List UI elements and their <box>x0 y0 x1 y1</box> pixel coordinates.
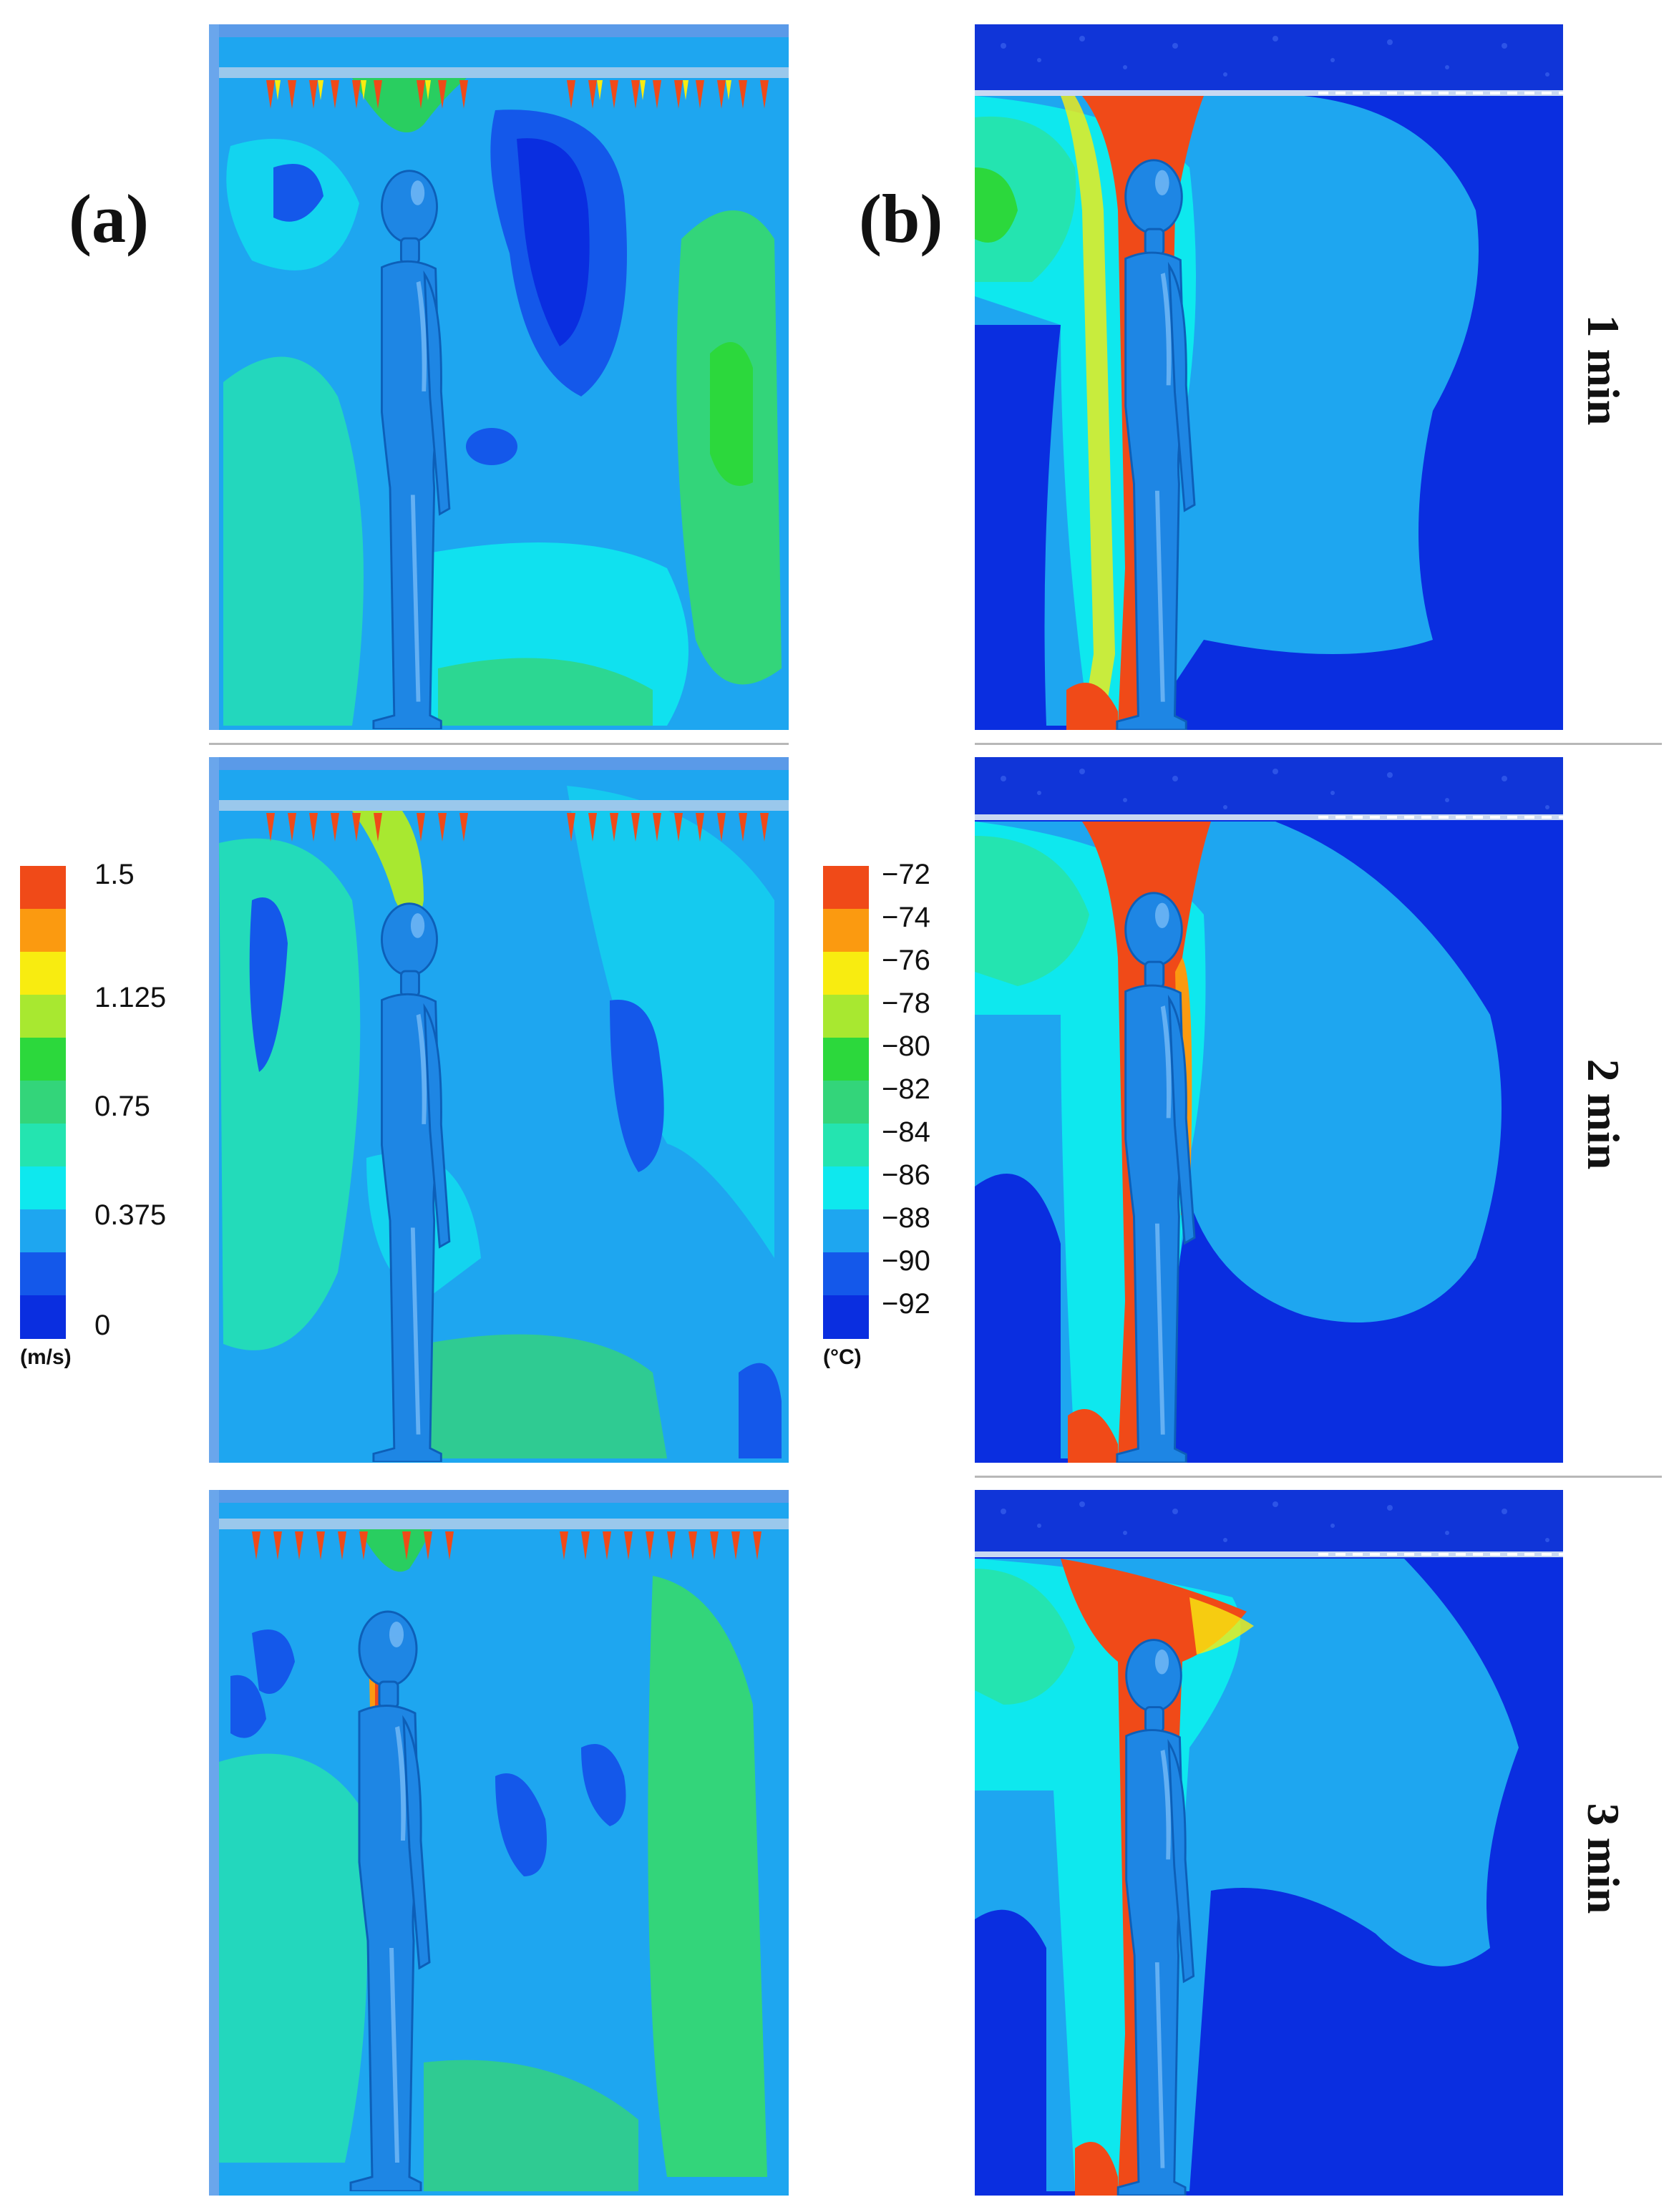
temperature-swatch-1 <box>823 866 869 910</box>
temperature-tick-2: −74 <box>882 902 930 933</box>
human-figure <box>372 170 451 729</box>
velocity-tick-2: 1.125 <box>94 982 167 1013</box>
velocity-swatch-1 <box>20 866 66 910</box>
temperature-colorbar: −72 −74 −76 −78 −80 −82 −84 −86 −88 −90 … <box>823 859 988 1374</box>
velocity-swatch-3 <box>20 952 66 995</box>
temperature-swatch-7 <box>823 1124 869 1167</box>
row-divider-1 <box>975 743 1662 745</box>
human-figure <box>349 1610 431 2191</box>
velocity-swatch-6 <box>20 1081 66 1124</box>
panel-label-b: (b) <box>859 180 943 257</box>
velocity-unit: (m/s) <box>20 1345 72 1369</box>
temperature-swatch-11 <box>823 1295 869 1339</box>
velocity-tick-3: 0.75 <box>94 1091 150 1122</box>
velocity-swatch-9 <box>20 1209 66 1253</box>
temperature-tick-8: −86 <box>882 1159 930 1191</box>
velocity-swatch-5 <box>20 1038 66 1081</box>
temperature-tick-1: −72 <box>882 859 930 890</box>
time-label-2min: 2 min <box>1578 1058 1629 1170</box>
human-figure <box>1116 892 1196 1463</box>
velocity-panel-3min <box>209 1490 789 2196</box>
velocity-swatch-2 <box>20 909 66 952</box>
row-divider-2 <box>975 1476 1662 1478</box>
velocity-colorbar: 1.5 1.125 0.75 0.375 0 (m/s) <box>20 859 206 1374</box>
velocity-swatch-10 <box>20 1252 66 1296</box>
velocity-tick-1: 1.5 <box>94 859 135 890</box>
temperature-swatch-3 <box>823 952 869 995</box>
human-figure <box>1116 1639 1195 2196</box>
row-divider-1-left <box>209 743 789 745</box>
temperature-tick-5: −80 <box>882 1031 930 1062</box>
human-figure <box>372 902 451 1462</box>
temperature-swatch-2 <box>823 909 869 952</box>
velocity-tick-4: 0.375 <box>94 1199 167 1231</box>
velocity-swatch-7 <box>20 1124 66 1167</box>
temperature-swatch-8 <box>823 1166 869 1210</box>
temperature-tick-11: −92 <box>882 1288 930 1320</box>
temperature-tick-6: −82 <box>882 1073 930 1105</box>
velocity-swatch-11 <box>20 1295 66 1339</box>
velocity-swatch-8 <box>20 1166 66 1210</box>
temperature-panel-3min <box>975 1490 1563 2196</box>
temperature-tick-3: −76 <box>882 945 930 976</box>
human-figure <box>1116 159 1196 730</box>
panel-label-a: (a) <box>69 180 149 257</box>
temperature-swatch-10 <box>823 1252 869 1296</box>
temperature-swatch-4 <box>823 995 869 1038</box>
temperature-tick-10: −90 <box>882 1245 930 1277</box>
temperature-tick-9: −88 <box>882 1202 930 1234</box>
temperature-tick-4: −78 <box>882 988 930 1019</box>
temperature-unit: (°C) <box>823 1345 862 1369</box>
temperature-swatch-9 <box>823 1209 869 1253</box>
velocity-tick-5: 0 <box>94 1310 111 1341</box>
temperature-swatch-5 <box>823 1038 869 1081</box>
temperature-panel-1min <box>975 24 1563 730</box>
temperature-swatch-6 <box>823 1081 869 1124</box>
temperature-tick-7: −84 <box>882 1116 930 1148</box>
velocity-panel-2min <box>209 757 789 1463</box>
time-label-1min: 1 min <box>1578 314 1629 426</box>
temperature-panel-2min <box>975 757 1563 1463</box>
velocity-panel-1min <box>209 24 789 730</box>
time-label-3min: 3 min <box>1578 1803 1629 1914</box>
velocity-swatch-4 <box>20 995 66 1038</box>
